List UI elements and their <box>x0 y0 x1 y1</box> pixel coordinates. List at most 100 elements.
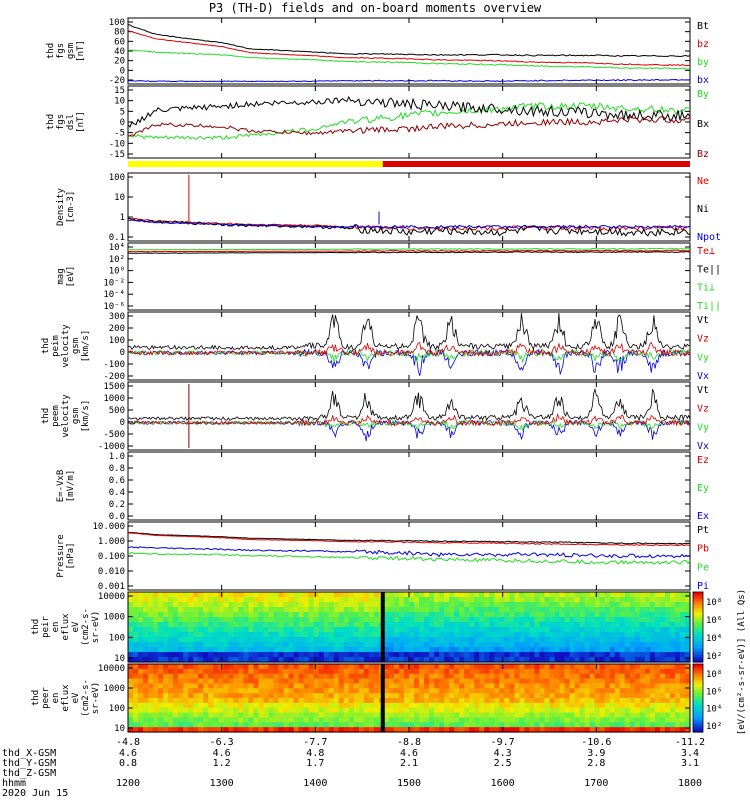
temperature-ytick-label: 10⁻² <box>103 278 125 288</box>
xtick-label: -8.8 <box>397 737 421 748</box>
peer-spectrogram-ylabel: thd <box>31 690 41 706</box>
fgs-gsm-legend-bz: bz <box>697 39 709 50</box>
xaxis-row-value: 0.8 <box>119 758 137 769</box>
xtick-label: -6.3 <box>210 737 234 748</box>
fgs-dsl-ytick-label: 15 <box>114 86 125 96</box>
pressure-ytick-label: 0.100 <box>98 552 125 562</box>
peem-velocity-ytick-label: 1000 <box>103 394 125 404</box>
pressure-series-Pi <box>127 546 691 559</box>
colorbar-label: [eV/(cm²-s-sr-eV)] (All Qs) <box>737 589 747 735</box>
fgs-gsm-series-bx <box>127 78 691 83</box>
peir-spectrogram-ytick-label: 10000 <box>98 592 125 602</box>
peem-velocity-ylabel: thd <box>41 408 51 424</box>
peer-spectrogram-ytick-label: 10000 <box>98 664 125 674</box>
peir-spectrogram-ylabel: (cm2-s- <box>81 608 91 646</box>
fgs-dsl-ytick-label: -15 <box>109 150 125 160</box>
xaxis-row-value: 2.1 <box>400 758 418 769</box>
peim-velocity-ytick-label: 0 <box>120 348 125 358</box>
efield-ytick-label: 1.0 <box>109 452 125 462</box>
peem-velocity-ylabel: gsm <box>71 408 81 424</box>
pressure-legend-Pe: Pe <box>697 562 709 573</box>
xaxis-row-value: 4.8 <box>306 748 324 759</box>
peir-spectrogram-ytick-label: 100 <box>109 633 125 643</box>
fgs-dsl-series-By <box>127 101 691 141</box>
colorbar-tick-label: 10² <box>706 652 722 662</box>
efield-ytick-label: 0.4 <box>109 488 125 498</box>
peir-spectrogram-ylabel: eflux <box>61 613 71 641</box>
peim-velocity-series-Vz <box>127 341 691 358</box>
density-ytick-label: 0.1 <box>109 233 125 243</box>
fgs-gsm-legend-by: by <box>697 57 709 68</box>
fgs-gsm-ytick-label: 80 <box>114 28 125 38</box>
temperature-series-Te|| <box>128 250 691 254</box>
efield-legend-Ez: Ez <box>697 455 709 466</box>
fgs-dsl-ylabel: fgs <box>56 114 66 130</box>
peem-velocity-ytick-label: -1000 <box>98 442 125 452</box>
pressure-legend-Pi: Pi <box>697 581 709 592</box>
peem-velocity-series-Vz <box>127 412 691 427</box>
xtick-label: -10.6 <box>581 737 611 748</box>
fgs-gsm-series-Bt <box>127 24 691 58</box>
peem-velocity-legend-Vx: Vx <box>697 441 709 452</box>
colorbar-tick-label: 10⁸ <box>706 670 722 680</box>
peim-velocity-ylabel: peim <box>51 335 61 357</box>
xtick-label: -11.2 <box>675 737 705 748</box>
efield-legend-Ex: Ex <box>697 511 709 522</box>
temperature-legend-Te||: Te|| <box>697 264 721 275</box>
colorbar-tick-label: 10⁶ <box>706 616 722 626</box>
peir-spectrogram-ylabel: en <box>51 622 61 633</box>
efield-ylabel: [mV/m] <box>66 470 76 503</box>
xaxis-row-value: 3.9 <box>587 748 605 759</box>
efield-frame <box>127 451 691 521</box>
xaxis-row-value: 1200 <box>116 778 140 789</box>
peim-velocity-series-Vx <box>127 348 691 376</box>
efield-legend-Ey: Ey <box>697 483 709 494</box>
fgs-dsl-ylabel: dsl <box>66 114 76 130</box>
peim-velocity-legend-Vx: Vx <box>697 371 709 382</box>
temperature-ylabel: [eV] <box>66 266 76 288</box>
colorbar-tick-label: 10² <box>706 722 722 732</box>
density-legend-Ne: Ne <box>697 176 709 187</box>
peem-velocity-legend-Vy: Vy <box>697 422 709 433</box>
peir-spectrogram-ylabel: sr-eV) <box>91 611 101 644</box>
fgs-gsm-ytick-label: 40 <box>114 47 125 57</box>
pressure-series-Pt <box>127 531 691 545</box>
fgs-gsm-ytick-label: 60 <box>114 37 125 47</box>
peer-spectrogram-ytick-label: 10 <box>114 724 125 734</box>
pressure-ytick-label: 0.001 <box>98 582 125 592</box>
fgs-gsm-ylabel: thd <box>46 43 56 59</box>
fgs-gsm-series-by <box>128 49 691 70</box>
peir-spectrogram-ylabel: peir <box>41 616 51 638</box>
fgs-dsl-ytick-label: -10 <box>109 139 125 149</box>
peer-spectrogram-ylabel: en <box>51 693 61 704</box>
peim-velocity-ylabel: thd <box>41 338 51 354</box>
density-series-Ni <box>127 217 691 237</box>
temperature-series-Te⊥ <box>127 249 691 253</box>
efield-ylabel: E=-VxB <box>56 470 66 503</box>
xtick-label: -4.8 <box>116 737 140 748</box>
peir-spectrogram-ylabel: thd <box>31 619 41 635</box>
temperature-ytick-label: 10⁴ <box>109 243 125 253</box>
peem-velocity-legend-Vz: Vz <box>697 404 709 415</box>
colorbar-tick-label: 10⁶ <box>706 687 722 697</box>
density-series-Npot <box>127 219 691 229</box>
temperature-series-Ti⊥ <box>127 247 691 251</box>
colorbar-tick-label: 10⁴ <box>706 705 722 715</box>
peim-velocity-ylabel: gsm <box>71 338 81 354</box>
pressure-ytick-label: 0.010 <box>98 567 125 577</box>
xaxis-row-value: 1500 <box>397 778 421 789</box>
fgs-dsl-legend-Bx: Bx <box>697 119 709 130</box>
fgs-dsl-frame <box>127 85 691 159</box>
density-legend-Ni: Ni <box>697 204 709 215</box>
peem-velocity-ytick-label: 1500 <box>103 382 125 392</box>
xaxis-row-value: 3.1 <box>681 758 699 769</box>
fgs-dsl-ytick-label: -5 <box>114 129 125 139</box>
xaxis-row-value: 1.7 <box>306 758 324 769</box>
xaxis-row-value: 2.5 <box>494 758 512 769</box>
xaxis-row-value: 1800 <box>678 778 702 789</box>
temperature-legend-Ti⊥: Ti⊥ <box>697 283 715 294</box>
fgs-dsl-ytick-label: 0 <box>120 118 125 128</box>
fgs-gsm-ylabel: gsm <box>66 43 76 59</box>
temperature-ytick-label: 10⁻⁴ <box>103 290 125 300</box>
